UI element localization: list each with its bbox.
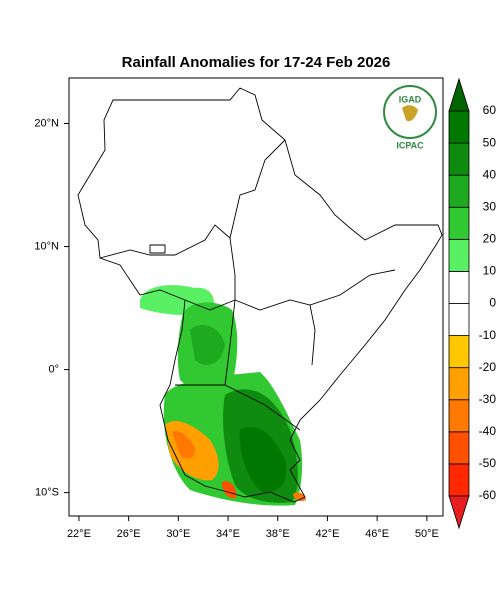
border [229,237,396,311]
colorbar-label: 40 [483,167,497,181]
border [149,244,166,254]
colorbar-label: -50 [479,456,497,470]
colorbar-label: -30 [479,392,497,406]
border [99,139,286,259]
colorbar-label: -20 [479,360,497,374]
map-title: Rainfall Anomalies for 17-24 Feb 2026 [122,54,391,71]
x-tick-label: 46°E [365,528,389,540]
logo-map [402,105,418,122]
colorbar-label: 30 [483,199,497,213]
colorbar-label: 10 [483,264,497,278]
rainfall-field [140,285,306,506]
colorbar-box [448,431,470,465]
colorbar-label: 60 [483,103,497,117]
colorbar-box [448,238,470,272]
y-tick-label: 10°S [35,487,59,499]
x-tick-label: 30°E [166,528,190,540]
anomaly-area [293,492,306,502]
colorbar-box [448,110,470,144]
colorbar-box [448,399,470,433]
logo-org: ICPAC [396,140,424,150]
anomaly-area [190,325,225,365]
border [309,304,316,366]
border [184,299,236,311]
logo: IGAD ICPAC [383,85,437,150]
colorbar-label: 50 [483,135,497,149]
anomaly-area [239,426,287,493]
x-tick-label: 42°E [315,528,339,540]
x-tick-label: 34°E [216,528,240,540]
colorbar-box [448,367,470,401]
country-borders [77,87,443,503]
colorbar-label: 0 [489,296,496,310]
logo-name: IGAD [399,94,422,104]
colorbar-label: 20 [483,232,497,246]
region-outline [77,87,443,503]
colorbar-box [448,206,470,240]
y-tick-label: 10°N [34,240,59,252]
colorbar-box [448,174,470,208]
colorbar-label: -10 [479,328,497,342]
y-tick-label: 0° [48,363,59,375]
colorbar-box [448,303,470,336]
x-tick-label: 50°E [415,528,439,540]
x-tick-label: 38°E [266,528,290,540]
colorbar-label: -40 [479,424,497,438]
colorbar-box [448,271,470,304]
colorbar-box [448,463,470,497]
colorbar-box [448,142,470,176]
colorbar-label: -60 [479,488,497,502]
colorbar-over [448,77,470,112]
anomaly-area [222,481,237,499]
y-tick-label: 20°N [34,117,59,129]
x-tick-label: 26°E [117,528,141,540]
x-tick-label: 22°E [67,528,91,540]
colorbar-under [448,495,470,530]
anomaly-area [172,431,196,459]
colorbar-box [448,335,470,369]
